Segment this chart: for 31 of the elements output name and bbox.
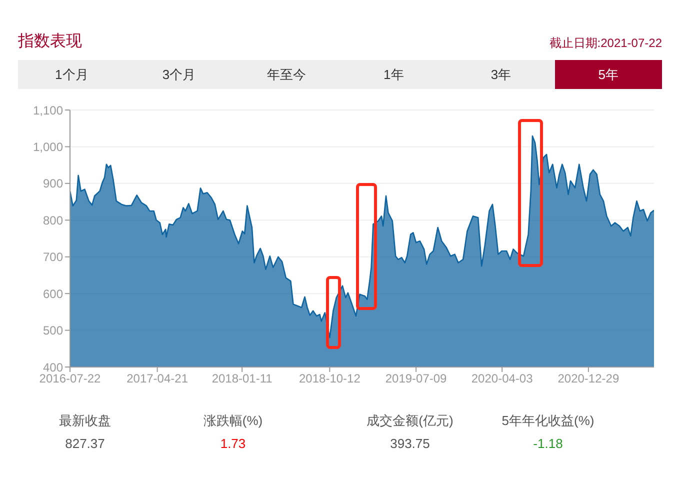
y-tick-label: 500 <box>42 324 64 338</box>
text: 截止日期:2021-07-22 <box>549 35 662 52</box>
x-tick-label: 2020-12-29 <box>558 372 620 386</box>
text: 涨跌幅(%) <box>202 412 264 430</box>
x-tick-label: 2017-04-21 <box>126 372 188 386</box>
y-tick-label: 1,000 <box>32 140 64 154</box>
x-tick-label: 2016-07-22 <box>39 372 102 386</box>
text: 1年 <box>382 66 405 84</box>
text: 1.73 <box>219 436 247 451</box>
y-tick-label: 900 <box>42 176 64 191</box>
y-tick-label: 600 <box>42 286 64 301</box>
x-tick-label: 2018-10-12 <box>299 372 361 386</box>
text: 393.75 <box>389 436 431 451</box>
y-tick-label: 700 <box>42 250 64 264</box>
text: 5年年化收益(%) <box>500 412 596 430</box>
y-tick-label: 400 <box>42 360 64 374</box>
x-tick-label: 2019-07-09 <box>385 372 448 386</box>
text: 1个月 <box>54 66 90 84</box>
text: -1.18 <box>532 436 564 451</box>
text: 3个月 <box>161 66 197 84</box>
text: 3年 <box>490 66 512 84</box>
text: 5年 <box>554 60 662 89</box>
y-tick-label: 800 <box>42 213 64 228</box>
x-tick-label: 2020-04-03 <box>471 372 534 386</box>
x-tick-label: 2018-01-11 <box>212 372 273 386</box>
y-tick-label: 1,100 <box>32 103 64 118</box>
text: 827.37 <box>64 436 106 451</box>
text: 年至今 <box>266 66 307 84</box>
text: 成交金额(亿元) <box>366 412 454 430</box>
chart-title: 指数表现 <box>18 32 82 52</box>
text: 最新收盘 <box>58 412 112 430</box>
